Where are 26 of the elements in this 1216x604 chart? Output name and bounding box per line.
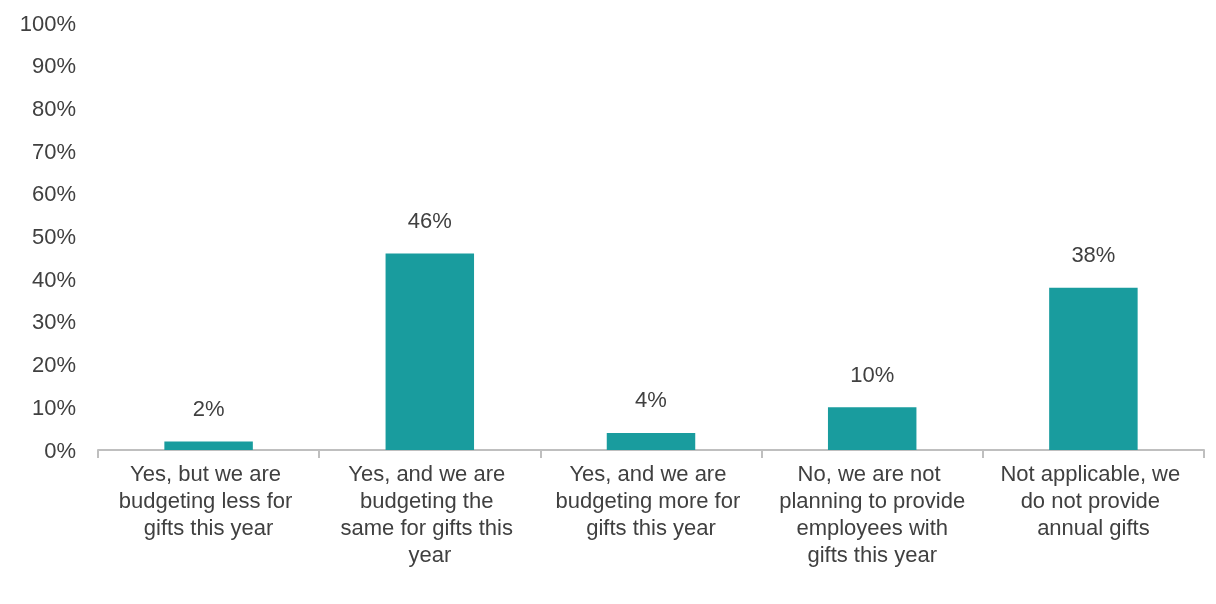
y-tick-label: 100% bbox=[19, 10, 76, 36]
data-label: 38% bbox=[1071, 242, 1116, 268]
data-label: 4% bbox=[635, 387, 667, 413]
data-label: 10% bbox=[850, 361, 895, 387]
y-tick-label: 50% bbox=[31, 224, 76, 249]
y-tick-label: 30% bbox=[31, 309, 76, 335]
bar bbox=[164, 441, 253, 450]
y-tick-label: 20% bbox=[31, 352, 76, 378]
x-tick-label: Not applicable, we do not provide annual gifts bbox=[1000, 461, 1187, 540]
y-tick-label: 60% bbox=[31, 181, 76, 207]
bar bbox=[1049, 287, 1138, 450]
y-tick-label: 0% bbox=[44, 437, 76, 463]
y-tick-label: 40% bbox=[31, 266, 76, 292]
y-tick-label: 10% bbox=[31, 394, 76, 420]
x-tick-label: Yes, and we are budgeting the same for gifts this year bbox=[340, 461, 520, 567]
data-label: 2% bbox=[192, 395, 225, 421]
y-tick-label: 90% bbox=[31, 53, 76, 79]
y-tick-label: 80% bbox=[31, 95, 76, 121]
x-tick-label: Yes, but we are budgeting less for gifts this year bbox=[118, 461, 299, 540]
bar bbox=[827, 407, 917, 450]
bar bbox=[385, 253, 475, 450]
y-tick-label: 70% bbox=[31, 138, 76, 164]
data-label: 46% bbox=[407, 208, 452, 234]
x-tick-label: Yes, and we are budgeting more for gifts this year bbox=[555, 461, 747, 540]
x-tick-label: No, we are not planning to provide employees with gifts this year bbox=[779, 461, 966, 567]
bar bbox=[606, 432, 696, 450]
